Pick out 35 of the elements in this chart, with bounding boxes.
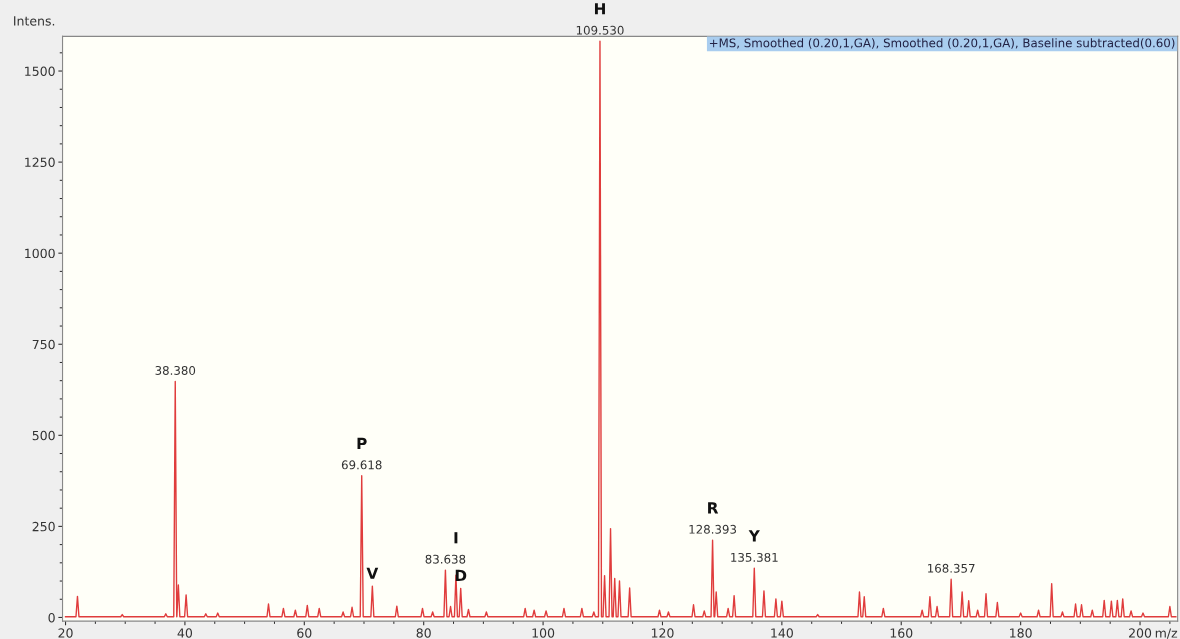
- x-tick-label: 140: [771, 628, 793, 638]
- annotation: H: [594, 3, 605, 15]
- annotation: 109.530: [576, 25, 624, 35]
- x-tick-label: 40: [177, 628, 193, 638]
- line-series: [64, 40, 1177, 618]
- y-tick-label: 250: [32, 521, 55, 532]
- annotation: V: [366, 567, 379, 579]
- y-tick-label: 1250: [25, 157, 55, 168]
- x-tick-label: 80: [416, 628, 431, 638]
- annotation: 128.393: [689, 524, 737, 534]
- y-tick-label: 0: [48, 612, 55, 623]
- annotation: 83.638: [425, 554, 466, 564]
- y-tick-label: 750: [32, 339, 55, 350]
- y-axis-title: Intens.: [14, 16, 55, 26]
- x-tick-label: 20: [58, 628, 73, 638]
- annotation: R: [708, 502, 719, 514]
- annotation: 135.381: [731, 552, 778, 562]
- x-tick-label: 200: [1129, 628, 1152, 638]
- annotation: 38.380: [155, 366, 196, 375]
- x-tick-label: 60: [297, 628, 312, 638]
- x-axis-title: m/z: [1155, 628, 1178, 639]
- annotation: D: [455, 569, 467, 581]
- y-tick-label: 1000: [25, 248, 55, 259]
- annotation: Y: [748, 530, 760, 542]
- x-tick-label: 160: [890, 628, 913, 638]
- annotation: I: [454, 532, 458, 544]
- annotation: 168.357: [928, 563, 975, 573]
- annotation: 69.618: [341, 460, 382, 470]
- x-tick-label: 180: [1010, 628, 1032, 638]
- x-tick-label: 100: [532, 628, 555, 638]
- annotation: +MS, Smoothed (0.20,1,GA), Smoothed (0.20,1,GA), Baseline subtracted(0.60): [709, 38, 1175, 49]
- x-tick-label: 120: [651, 628, 674, 638]
- annotation: P: [357, 437, 367, 449]
- y-tick-label: 500: [32, 430, 55, 441]
- y-tick-label: 1500: [25, 66, 55, 76]
